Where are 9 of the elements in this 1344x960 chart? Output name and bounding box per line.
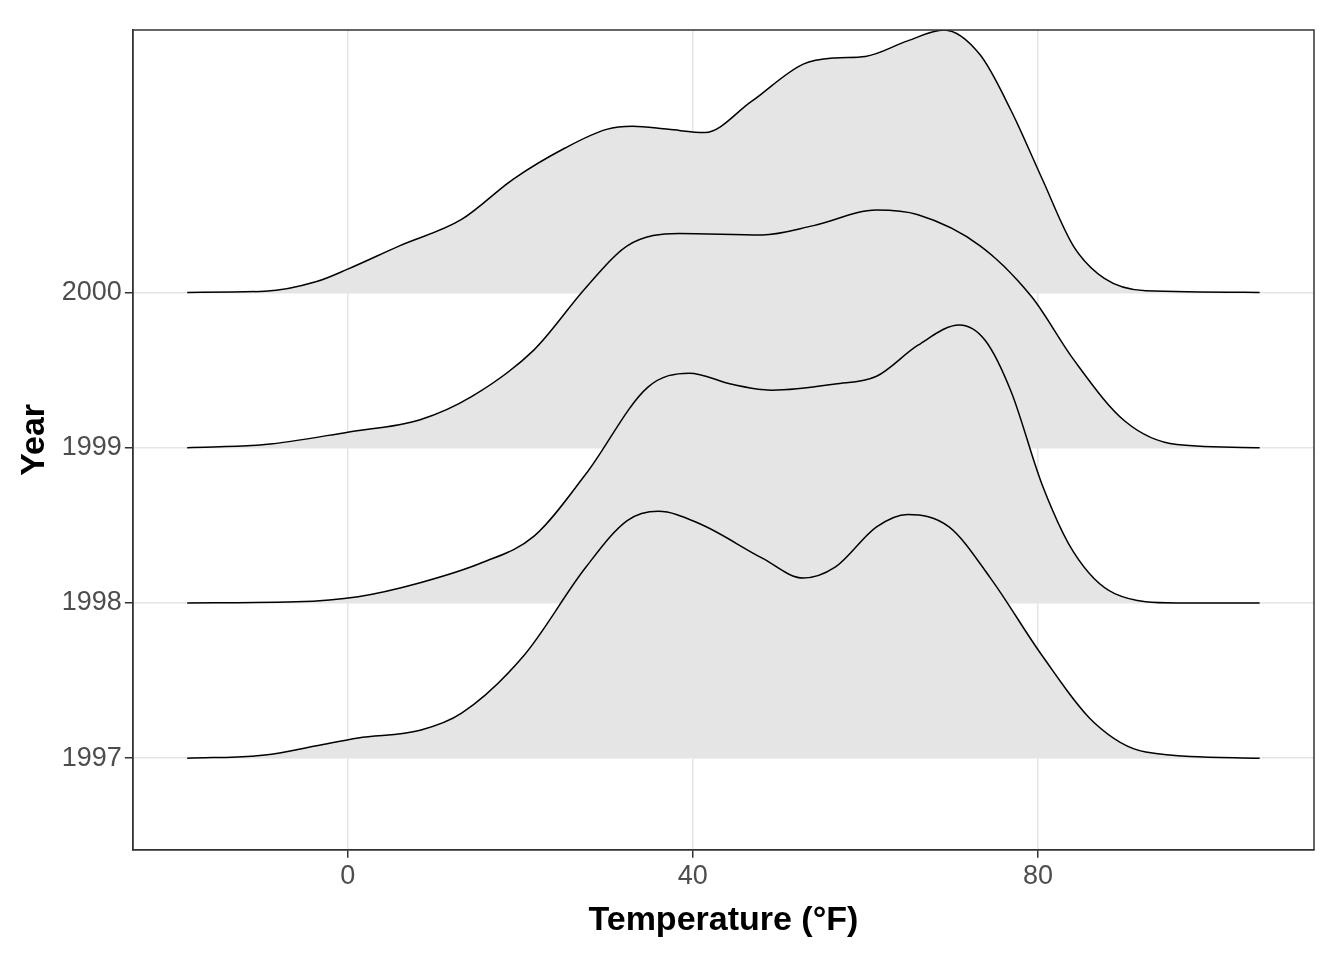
y-tick-label: 1999	[61, 431, 122, 462]
x-tick-label: 40	[677, 860, 708, 891]
y-tick-label: 1997	[61, 741, 122, 772]
x-tick-label: 0	[340, 860, 356, 891]
y-axis-title: Year	[12, 403, 51, 476]
y-tick-label: 2000	[61, 275, 122, 306]
x-tick-label: 80	[1022, 860, 1053, 891]
y-tick-label: 1998	[61, 586, 122, 617]
x-axis-title: Temperature (°F)	[588, 898, 859, 937]
